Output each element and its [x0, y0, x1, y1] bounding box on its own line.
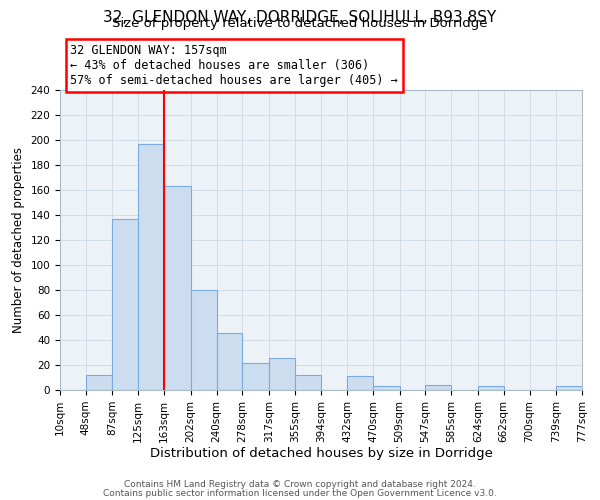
Bar: [269, 358, 295, 390]
Bar: [242, 362, 269, 390]
Bar: [295, 375, 322, 390]
Bar: [478, 386, 504, 390]
Bar: [191, 290, 217, 390]
Bar: [373, 386, 400, 390]
Bar: [217, 332, 242, 390]
X-axis label: Distribution of detached houses by size in Dorridge: Distribution of detached houses by size …: [149, 448, 493, 460]
Text: Contains HM Land Registry data © Crown copyright and database right 2024.: Contains HM Land Registry data © Crown c…: [124, 480, 476, 489]
Bar: [164, 186, 191, 390]
Bar: [425, 385, 451, 390]
Bar: [138, 144, 164, 390]
Text: Contains public sector information licensed under the Open Government Licence v3: Contains public sector information licen…: [103, 488, 497, 498]
Bar: [86, 375, 112, 390]
Bar: [347, 376, 373, 390]
Text: 32, GLENDON WAY, DORRIDGE, SOLIHULL, B93 8SY: 32, GLENDON WAY, DORRIDGE, SOLIHULL, B93…: [103, 10, 497, 25]
Bar: [556, 386, 582, 390]
Y-axis label: Number of detached properties: Number of detached properties: [12, 147, 25, 333]
Text: Size of property relative to detached houses in Dorridge: Size of property relative to detached ho…: [112, 18, 488, 30]
Bar: [112, 219, 138, 390]
Text: 32 GLENDON WAY: 157sqm
← 43% of detached houses are smaller (306)
57% of semi-de: 32 GLENDON WAY: 157sqm ← 43% of detached…: [70, 44, 398, 87]
